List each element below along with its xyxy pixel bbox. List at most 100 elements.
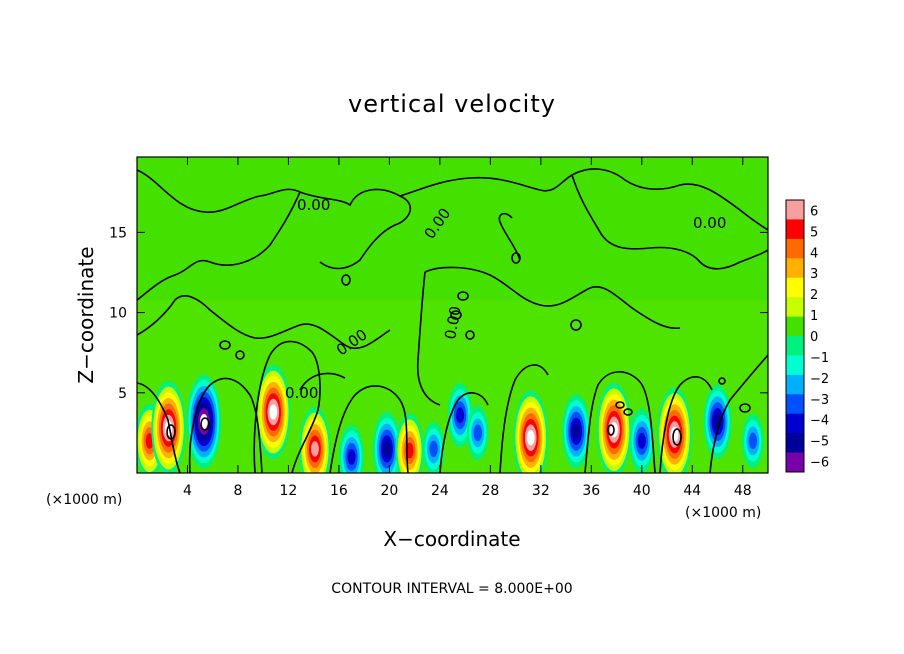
- colorbar-swatch: [786, 355, 804, 376]
- colorbar-swatch: [786, 297, 804, 318]
- contour-loop: [570, 319, 582, 331]
- contour-line: [329, 385, 409, 473]
- contour-lines: [137, 168, 768, 473]
- downdraft-cell: [629, 408, 655, 473]
- x-tick-label: 8: [233, 483, 242, 499]
- colorbar-swatch: [786, 394, 804, 415]
- contour-loop: [607, 424, 615, 436]
- x-tick-label: 12: [280, 483, 298, 499]
- contour-label: 0.00: [297, 196, 330, 214]
- x-tick-label: 28: [481, 483, 499, 499]
- colorbar-tick-label: 1: [810, 309, 818, 324]
- colorbar-swatch: [786, 277, 804, 298]
- x-tick-label: 20: [380, 483, 398, 499]
- x-tick-label: 16: [330, 483, 348, 499]
- colorbar-tick-label: −6: [810, 456, 829, 471]
- contour-line: [137, 295, 391, 350]
- colorbar-frame: [785, 199, 805, 473]
- downdraft-cell: [422, 421, 445, 473]
- plot-frame: [136, 156, 769, 474]
- contour-line: [399, 168, 768, 231]
- contour-loop: [457, 291, 469, 301]
- y-tick-label: 15: [109, 225, 127, 241]
- x-tick-label: 36: [582, 483, 600, 499]
- contour-line: [253, 340, 321, 473]
- contour-loop: [623, 408, 633, 416]
- colorbar-swatch: [786, 200, 804, 220]
- x-axis-unit-left: (×1000 m): [46, 492, 122, 508]
- x-tick-label: 48: [734, 483, 752, 499]
- updraft-cell: [513, 390, 548, 473]
- contour-loop: [739, 403, 751, 413]
- contour-loop: [615, 401, 625, 409]
- x-tick-label: 24: [431, 483, 449, 499]
- contour-line: [571, 174, 768, 270]
- contour-loop: [219, 340, 231, 350]
- x-tick-label: 44: [683, 483, 701, 499]
- contour-line: [416, 271, 441, 406]
- downdraft-cell: [372, 411, 401, 473]
- contour-loop: [450, 310, 462, 320]
- contour-loop: [465, 330, 475, 340]
- cell-band: [145, 433, 154, 449]
- colorbar: 6 5 4 3 2 1 0 −1 −2 −3 −4 −5 −6: [785, 199, 829, 473]
- colorbar-tick-label: 0: [810, 330, 818, 345]
- colorbar-swatch: [786, 433, 804, 454]
- colorbar-swatch: [786, 336, 804, 356]
- colorbar-swatch: [786, 374, 804, 395]
- contour-line: [659, 376, 713, 473]
- colorbar-swatch: [786, 258, 804, 279]
- colorbar-tick-label: 6: [810, 204, 818, 219]
- cell-band: [572, 423, 581, 440]
- y-tick-label: 5: [118, 386, 127, 402]
- cell-band: [526, 430, 535, 446]
- downdraft-cell: [339, 424, 364, 473]
- contour-line: [709, 354, 768, 473]
- contour-label: 0.00: [441, 305, 465, 341]
- colorbar-swatch: [786, 452, 804, 473]
- colorbar-tick-label: 3: [810, 267, 818, 282]
- downdraft-cell: [703, 384, 732, 459]
- colorbar-swatch: [786, 238, 804, 259]
- downdraft-cell: [447, 383, 473, 448]
- y-axis: 5 10 15: [109, 225, 768, 402]
- cell-band: [455, 407, 465, 424]
- contour-line: [424, 266, 681, 330]
- downdraft-cell: [562, 394, 591, 469]
- cell-band: [637, 432, 646, 449]
- contour-loops: [166, 252, 751, 446]
- colorbar-tick-label: −5: [810, 435, 829, 450]
- colorbar-tick-label: 2: [810, 288, 818, 303]
- cell-band: [748, 432, 758, 450]
- contour-line: [439, 392, 489, 473]
- contour-interval-note: CONTOUR INTERVAL = 8.000E+00: [331, 581, 572, 597]
- chart-title: vertical velocity: [348, 90, 556, 118]
- contour-line: [137, 191, 301, 301]
- updraft-cell: [151, 381, 186, 473]
- velocity-cells: [137, 365, 764, 473]
- contour-line: [498, 212, 521, 261]
- colorbar-tick-label: 5: [810, 225, 818, 240]
- colorbar-tick-label: 4: [810, 246, 818, 261]
- contour-loop: [235, 350, 245, 360]
- contour-loop: [200, 417, 210, 431]
- cell-band: [347, 448, 356, 465]
- cell-band: [382, 441, 391, 457]
- contour-loop: [718, 377, 726, 385]
- contour-line: [499, 364, 549, 473]
- colorbar-tick-label: −3: [810, 393, 829, 408]
- x-tick-label: 32: [532, 483, 550, 499]
- updraft-cell: [395, 413, 424, 473]
- cell-band: [310, 441, 319, 457]
- contour-loop: [166, 424, 176, 440]
- contour-label: 0.00: [285, 384, 318, 402]
- x-axis-unit-right: (×1000 m): [685, 505, 761, 521]
- colorbar-tick-label: −4: [810, 414, 829, 429]
- colorbar-tick-label: −1: [810, 351, 829, 366]
- x-tick-label: 4: [183, 483, 192, 499]
- contour-line: [137, 169, 412, 270]
- updraft-cell: [256, 365, 291, 460]
- contour-loop: [511, 252, 521, 264]
- contour-label: 0.00: [693, 214, 726, 232]
